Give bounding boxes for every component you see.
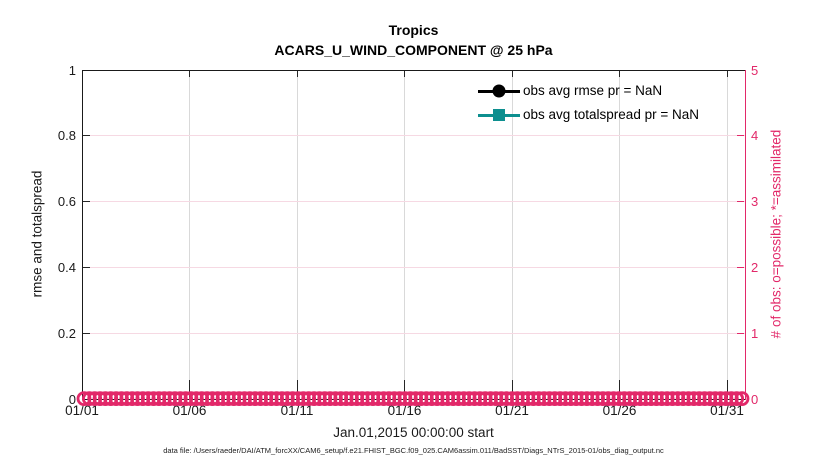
data-file-path: data file: /Users/raeder/DAI/ATM_forcXX/… [163, 446, 664, 455]
vertical-gridline [296, 70, 298, 399]
totalspread-legend-sample [478, 108, 520, 122]
x-tick-top [404, 70, 405, 77]
x-tick-bottom [189, 380, 190, 399]
right-y-tick-label: 3 [751, 194, 759, 210]
y-tick-left [83, 332, 90, 334]
vertical-gridline [619, 70, 620, 399]
left-y-tick-label: 0.6 [57, 194, 76, 210]
x-tick-bottom [404, 380, 405, 399]
x-tick-top [726, 70, 728, 77]
x-tick-bottom [296, 380, 298, 399]
left-y-tick-label: 0.8 [57, 128, 76, 144]
y-tick-right [737, 135, 744, 137]
vertical-gridline [726, 70, 728, 399]
obs-count-marker-band: * * * * * * * * * * * * * * * * * * * * * * * * * * * * * * * * * * * * * * * *… [76, 391, 750, 407]
x-tick-label: 01/16 [387, 403, 422, 418]
right-spine [744, 70, 746, 400]
x-tick-bottom [511, 380, 513, 399]
x-tick-top [296, 70, 298, 77]
x-tick-label: 01/21 [495, 403, 529, 418]
x-tick-bottom [619, 380, 620, 399]
horizontal-gridline [82, 201, 745, 203]
x-tick-label: 01/26 [602, 403, 637, 418]
x-tick-label: 01/31 [710, 403, 744, 418]
filled-circle-icon [492, 84, 506, 98]
y-tick-right [737, 201, 744, 203]
right-y-tick-label: 2 [751, 259, 759, 275]
y-tick-left [83, 266, 90, 268]
x-tick-bottom [726, 380, 728, 399]
horizontal-gridline [82, 135, 745, 137]
x-tick-label: 01/01 [65, 403, 99, 418]
x-axis-label: Jan.01,2015 00:00:00 start [333, 425, 494, 440]
filled-square-icon [493, 109, 505, 121]
legend: obs avg rmse pr = NaN obs avg totalsprea… [478, 80, 699, 126]
left-y-tick-label: 1 [68, 62, 76, 78]
horizontal-gridline [82, 332, 745, 334]
horizontal-gridline [82, 266, 745, 268]
right-y-tick-label: 0 [751, 391, 759, 407]
vertical-gridline [189, 70, 190, 399]
x-tick-label: 01/06 [172, 403, 207, 418]
plot-subtitle: ACARS_U_WIND_COMPONENT @ 25 hPa [274, 42, 553, 58]
legend-item-rmse: obs avg rmse pr = NaN [478, 80, 699, 102]
y-tick-left [83, 201, 90, 203]
left-y-tick-label: 0.4 [57, 259, 76, 275]
x-tick-top [619, 70, 620, 77]
right-y-tick-label: 5 [751, 62, 759, 78]
vertical-gridline [511, 70, 513, 399]
legend-item-totalspread: obs avg totalspread pr = NaN [478, 104, 699, 126]
possible-obs-marker [729, 391, 745, 407]
legend-label-rmse: obs avg rmse pr = NaN [523, 83, 663, 99]
y-tick-left [83, 135, 90, 137]
left-y-tick-label: 0.2 [57, 325, 76, 341]
right-y-tick-label: 4 [751, 128, 759, 144]
x-tick-label: 01/11 [280, 403, 314, 418]
plot-title-region: Tropics [388, 22, 439, 38]
left-y-tick-label: 0 [68, 391, 76, 407]
assimilated-obs-marker: * [740, 394, 744, 404]
x-tick-top [511, 70, 513, 77]
left-spine [82, 70, 83, 399]
vertical-gridline [404, 70, 405, 399]
right-y-tick-label: 1 [751, 325, 759, 341]
legend-label-totalspread: obs avg totalspread pr = NaN [523, 107, 699, 123]
rmse-legend-sample [478, 84, 520, 98]
top-spine [82, 70, 746, 71]
y-tick-right [737, 332, 744, 334]
x-tick-top [189, 70, 190, 77]
possible-obs-marker [734, 391, 750, 407]
y-tick-right [737, 266, 744, 268]
